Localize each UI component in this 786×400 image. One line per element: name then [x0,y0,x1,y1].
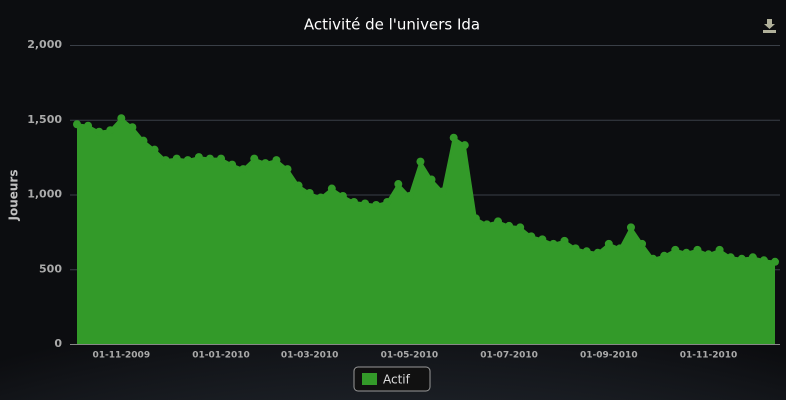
y-tick-label: 1,500 [27,113,62,126]
point [338,191,347,200]
point [704,250,713,259]
x-tick-label: 01-11-2009 [93,351,151,361]
point [250,154,259,163]
x-tick-label: 01-07-2010 [480,351,538,361]
point [128,123,137,132]
point [737,254,746,263]
area [77,118,775,344]
point [217,154,226,163]
point [416,157,425,166]
point [527,232,536,241]
point [748,253,757,262]
download-icon[interactable] [763,19,776,33]
point [505,221,514,230]
point [117,114,126,123]
point [660,251,669,260]
y-tick-label: 1,000 [27,188,62,201]
point [283,165,292,174]
point [361,199,370,208]
point [95,127,104,136]
point [538,235,547,244]
point [638,239,647,248]
point [73,120,81,129]
point [383,197,392,206]
point [305,189,314,198]
point [693,245,702,254]
point [272,156,281,165]
y-tick-label: 0 [54,337,62,350]
point [582,247,591,256]
point [228,160,237,169]
point [239,165,248,174]
point [139,136,148,145]
x-tick-label: 01-03-2010 [281,351,339,361]
point [615,244,624,253]
point [349,197,358,206]
point [715,245,724,254]
x-tick-label: 01-11-2010 [680,351,738,361]
point [460,141,469,150]
icon-arrow [764,19,775,29]
area-line [76,116,776,263]
chart-title: Activité de l'univers Ida [304,16,480,34]
point [294,181,303,190]
y-axis-label: Joueurs [7,170,21,222]
icon-base [763,30,776,33]
point [771,257,779,266]
point [372,200,381,209]
legend-swatch [362,373,377,385]
point [205,154,214,163]
point [726,253,735,262]
x-tick-label: 01-09-2010 [580,351,638,361]
point [172,154,181,163]
point [571,244,580,253]
point [438,187,447,196]
point [261,159,270,168]
point [405,191,414,200]
point [604,239,613,248]
point [449,133,458,142]
point [427,175,436,184]
point [549,239,558,248]
point [316,193,325,202]
point [471,214,480,223]
point [183,156,192,165]
legend[interactable]: Actif [353,366,431,392]
point [394,180,403,189]
point [494,217,503,226]
point [84,121,93,130]
legend-label[interactable]: Actif [383,373,411,387]
point [626,223,635,232]
point [161,156,170,165]
point [560,236,569,245]
point [516,223,525,232]
point [649,254,658,263]
point [106,126,115,135]
y-tick-label: 500 [39,262,62,275]
point [327,184,336,193]
point [671,245,680,254]
y-tick-label: 2,000 [27,38,62,51]
x-tick-label: 01-01-2010 [192,351,250,361]
point [194,153,203,162]
point [593,248,602,257]
point [482,220,491,229]
point [759,256,768,265]
point [682,248,691,257]
point [150,145,159,154]
x-tick-label: 01-05-2010 [381,351,439,361]
